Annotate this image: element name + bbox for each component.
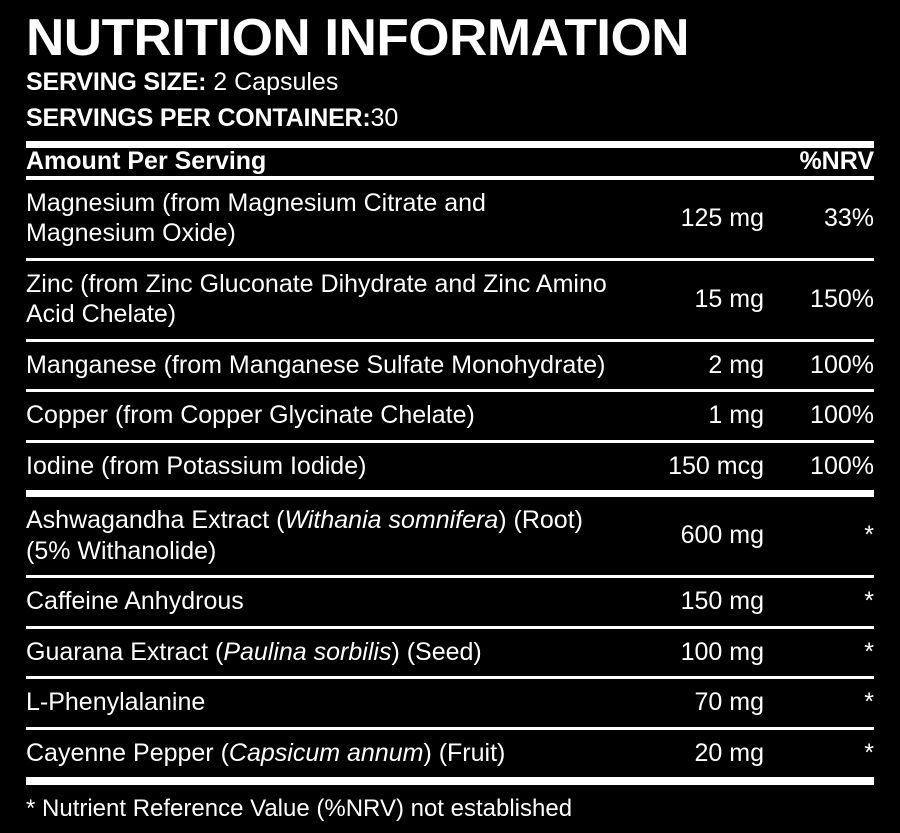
rule-thin	[26, 389, 874, 392]
nutrient-nrv: *	[864, 521, 874, 550]
servings-per-container-value: 30	[370, 103, 399, 132]
nutrient-name-suffix: ) (Seed)	[391, 637, 482, 666]
nutrient-name-text: Zinc (from Zinc Gluconate Dihydrate and …	[26, 269, 607, 329]
nutrient-amount: 150 mg	[680, 587, 764, 615]
nutrient-name-text: Cayenne Pepper (	[26, 738, 229, 767]
table-row: Manganese (from Manganese Sulfate Monohy…	[26, 342, 874, 390]
nutrient-name-text: Copper (from Copper Glycinate Chelate)	[26, 401, 475, 429]
row-separator	[26, 726, 874, 730]
rule-section-divider	[26, 490, 874, 497]
rule-thin	[26, 257, 874, 261]
nutrient-amount: 100 mg	[680, 637, 764, 666]
nutrient-name: Ashwagandha Extract (Withania somnifera)…	[26, 497, 616, 575]
nutrient-name: L-Phenylalanine	[26, 679, 616, 727]
botanicals-body: Ashwagandha Extract (Withania somnifera)…	[26, 497, 874, 777]
nutrition-table-body: Amount Per Serving %NRV	[26, 147, 874, 176]
nutrient-nrv: 100%	[810, 350, 874, 379]
nutrient-name: Zinc (from Zinc Gluconate Dihydrate and …	[26, 261, 616, 339]
nutrient-name: Copper (from Copper Glycinate Chelate)	[26, 392, 616, 440]
nutrient-name-text: Manganese (from Manganese Sulfate Monohy…	[26, 350, 606, 379]
nutrient-name: Cayenne Pepper (Capsicum annum) (Fruit)	[26, 730, 616, 778]
footnote: * Nutrient Reference Value (%NRV) not es…	[26, 795, 573, 822]
table-row: Iodine (from Potassium Iodide) 150 mcg 100…	[26, 443, 874, 491]
nutrient-name-suffix: ) (Root) (5% Withanolide)	[26, 506, 583, 565]
row-separator	[26, 389, 874, 392]
nutrient-nrv: *	[864, 637, 874, 666]
row-separator	[26, 625, 874, 629]
nutrition-rows-botanicals: Ashwagandha Extract (Withania somnifera)…	[26, 497, 874, 777]
row-separator	[26, 676, 874, 679]
row-separator	[26, 439, 874, 443]
nutrient-name-suffix: ) (Fruit)	[423, 738, 506, 767]
nutrition-rows-minerals: Magnesium (from Magnesium Citrate and Ma…	[26, 180, 874, 491]
nutrient-name: Iodine (from Potassium Iodide)	[26, 443, 616, 491]
nutrient-name-text: L-Phenylalanine	[26, 688, 206, 716]
rule-thin	[26, 726, 874, 730]
nutrient-name: Magnesium (from Magnesium Citrate and Ma…	[26, 180, 616, 258]
scientific-name: Paulina sorbilis	[223, 637, 392, 666]
row-separator	[26, 257, 874, 261]
row-separator	[26, 575, 874, 578]
rule-below-header	[26, 175, 874, 180]
nutrient-nrv: *	[864, 688, 874, 716]
nutrient-name-text: Iodine (from Potassium Iodide)	[26, 451, 367, 480]
nutrient-amount: 70 mg	[694, 688, 764, 716]
nutrient-name-text: Ashwagandha Extract (	[26, 506, 285, 534]
rule-thin	[26, 676, 874, 679]
nutrient-amount: 2 mg	[708, 350, 764, 379]
table-row: Magnesium (from Magnesium Citrate and Ma…	[26, 180, 874, 258]
nutrient-name: Caffeine Anhydrous	[26, 578, 616, 626]
nutrient-amount: 600 mg	[680, 521, 764, 550]
nutrient-name-text: Caffeine Anhydrous	[26, 587, 244, 615]
serving-size-line: SERVING SIZE: 2 Capsules	[26, 66, 874, 100]
rule-above-header	[26, 141, 874, 148]
nutrient-amount: 1 mg	[708, 401, 764, 429]
header-amount-per-serving: Amount Per Serving	[26, 147, 267, 175]
nutrient-nrv: *	[864, 587, 874, 615]
nutrient-nrv: 33%	[823, 203, 874, 232]
scientific-name: Withania somnifera	[284, 506, 499, 534]
rule-above-footnote	[26, 777, 874, 785]
table-header-row: Amount Per Serving %NRV	[26, 147, 874, 176]
rule-thin	[26, 439, 874, 443]
table-row: Caffeine Anhydrous 150 mg *	[26, 578, 874, 626]
rule-thin	[26, 575, 874, 578]
scientific-name: Capsicum annum	[228, 738, 424, 767]
row-separator	[26, 338, 874, 342]
minerals-body: Magnesium (from Magnesium Citrate and Ma…	[26, 180, 874, 491]
servings-per-container-line: SERVINGS PER CONTAINER:30	[26, 102, 874, 136]
nutrient-nrv: 100%	[810, 401, 874, 429]
nutrient-nrv: 100%	[810, 451, 874, 480]
servings-per-container-label: SERVINGS PER CONTAINER:	[26, 103, 371, 132]
table-row: Cayenne Pepper (Capsicum annum) (Fruit) 2…	[26, 730, 874, 778]
nutrient-name-text: Guarana Extract (	[26, 637, 224, 666]
table-row: L-Phenylalanine 70 mg *	[26, 679, 874, 727]
table-row: Zinc (from Zinc Gluconate Dihydrate and …	[26, 261, 874, 339]
nutrient-name: Manganese (from Manganese Sulfate Monohy…	[26, 342, 616, 390]
nutrient-name: Guarana Extract (Paulina sorbilis) (Seed…	[26, 629, 616, 677]
header-nrv: %NRV	[799, 147, 874, 175]
serving-size-value: 2 Capsules	[213, 68, 339, 96]
table-row: Ashwagandha Extract (Withania somnifera)…	[26, 497, 874, 575]
nutrient-amount: 125 mg	[680, 203, 764, 232]
nutrition-table: Amount Per Serving %NRV	[26, 147, 874, 176]
serving-size-label: SERVING SIZE:	[26, 68, 207, 96]
nutrient-amount: 150 mcg	[668, 451, 764, 480]
nutrient-amount: 15 mg	[694, 284, 764, 313]
table-row: Guarana Extract (Paulina sorbilis) (Seed…	[26, 629, 874, 677]
nutrient-name-text: Magnesium (from Magnesium Citrate and Ma…	[26, 188, 486, 248]
rule-thin	[26, 625, 874, 629]
page-title: NUTRITION INFORMATION	[26, 9, 690, 67]
rule-thin	[26, 338, 874, 342]
nutrient-nrv: 150%	[810, 284, 874, 313]
table-row: Copper (from Copper Glycinate Chelate) 1 …	[26, 392, 874, 440]
nutrient-nrv: *	[864, 738, 874, 767]
nutrient-amount: 20 mg	[694, 738, 764, 767]
